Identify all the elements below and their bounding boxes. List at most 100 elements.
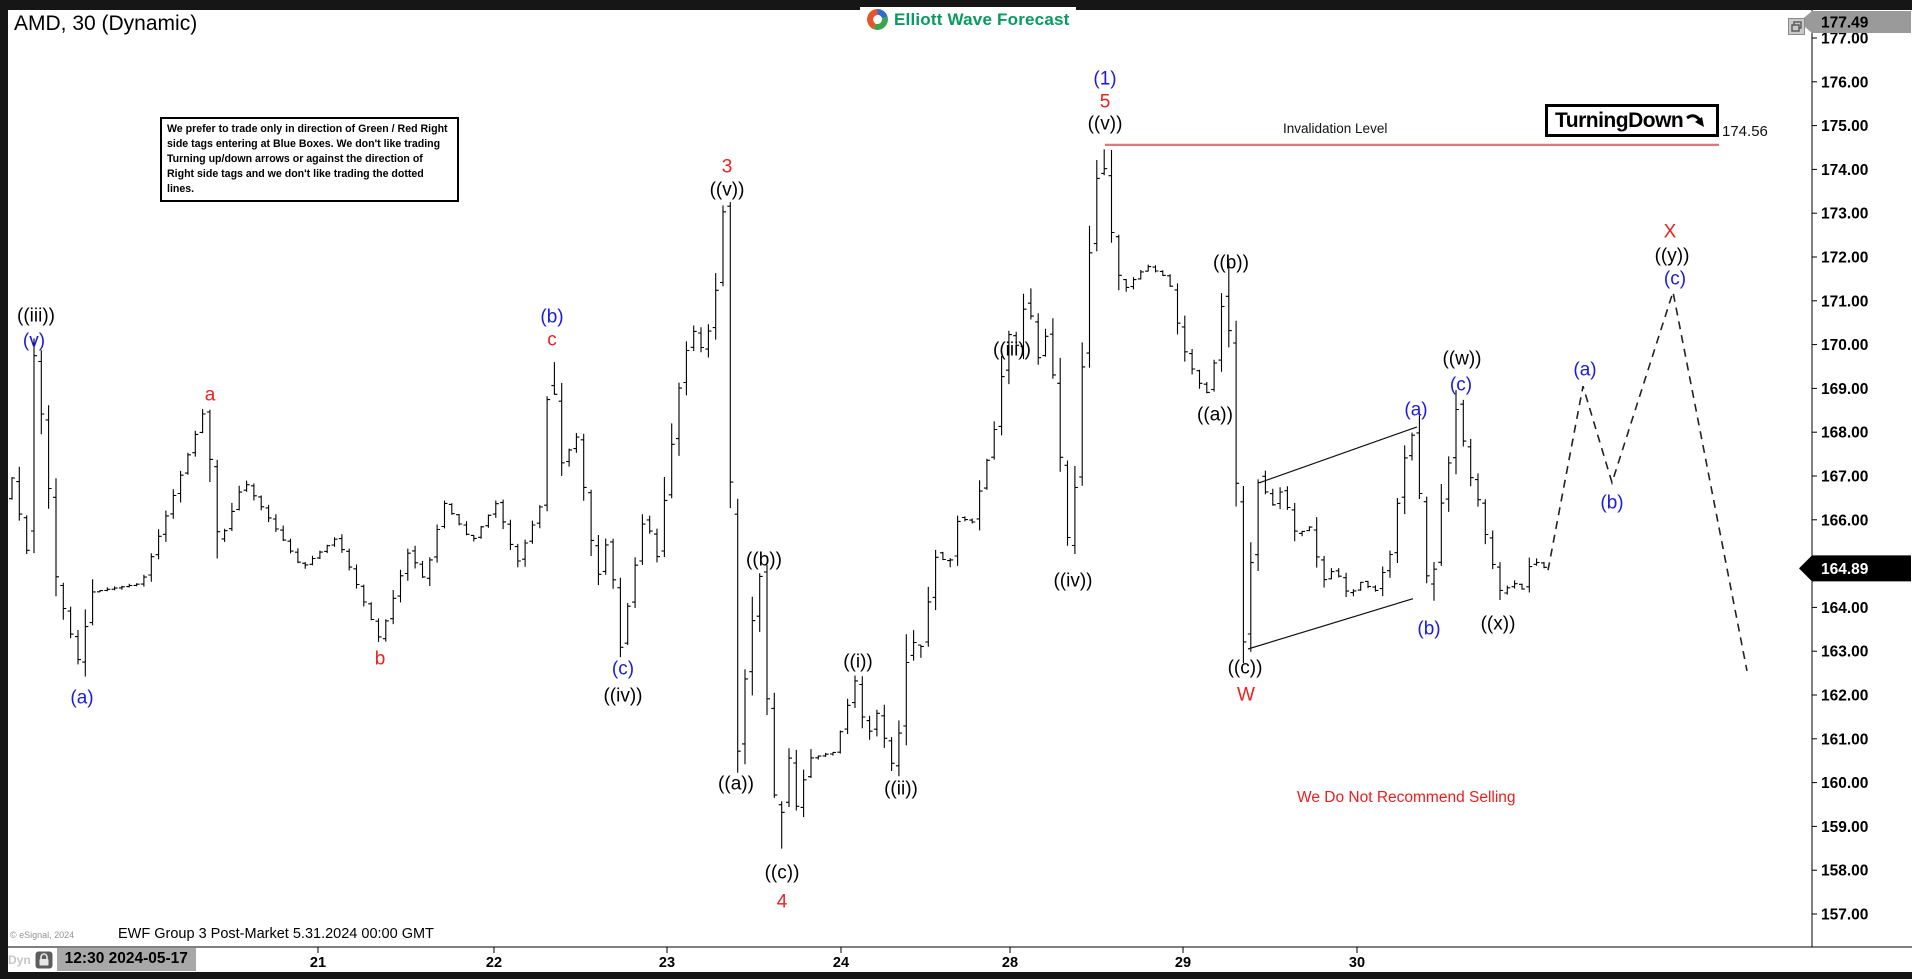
- no-selling-note: We Do Not Recommend Selling: [1297, 789, 1516, 806]
- ohlc-bar: [991, 421, 998, 460]
- last-price-badge-value: 177.49: [1821, 15, 1869, 32]
- ohlc-bar: [324, 544, 331, 554]
- ohlc-bar: [1284, 486, 1291, 510]
- wave-label-a: (a): [70, 688, 93, 709]
- ohlc-bar: [1064, 460, 1071, 546]
- channel-lower-line: [1247, 598, 1414, 650]
- wave-label-c: ((c)): [1228, 658, 1263, 679]
- price-tick-label: 170.00: [1821, 337, 1868, 354]
- ohlc-bar: [1365, 580, 1371, 589]
- ohlc-bar: [184, 452, 191, 475]
- ohlc-bar: [580, 433, 587, 501]
- ohlc-bar: [771, 692, 778, 798]
- lock-icon[interactable]: [35, 951, 53, 969]
- turning-down-label: TurningDown: [1555, 108, 1684, 132]
- ohlc-bar: [485, 514, 492, 528]
- timeline-left-cluster: Dyn 12:30 2024-05-17: [8, 948, 196, 971]
- price-tick-label: 177.00: [1821, 31, 1868, 48]
- ohlc-bar: [118, 585, 125, 590]
- session-info: EWF Group 3 Post-Market 5.31.2024 00:00 …: [118, 926, 434, 942]
- ohlc-bar: [895, 720, 902, 777]
- ohlc-bar: [1401, 445, 1408, 515]
- time-tick-label: 30: [1349, 955, 1365, 971]
- ohlc-bar: [419, 561, 426, 578]
- ohlc-bar: [390, 590, 397, 625]
- ohlc-bar: [1035, 313, 1042, 365]
- ohlc-bar: [31, 338, 37, 554]
- ohlc-bar: [617, 577, 624, 658]
- ohlc-bar: [1005, 330, 1012, 385]
- price-tick-label: 172.00: [1821, 250, 1868, 267]
- ohlc-bar: [595, 535, 602, 586]
- ohlc-bar: [1460, 399, 1467, 447]
- ohlc-bar: [756, 573, 763, 632]
- invalidation-level-label: Invalidation Level: [1283, 121, 1388, 136]
- ohlc-bar: [1057, 357, 1064, 472]
- wave-label-a: ((a)): [1197, 405, 1233, 426]
- ohlc-bar: [1438, 484, 1445, 566]
- ohlc-bar: [470, 534, 477, 542]
- ohlc-bar: [1159, 270, 1166, 276]
- ohlc-bar: [53, 478, 59, 597]
- ohlc-bar: [280, 525, 287, 541]
- ohlc-bar: [969, 518, 976, 524]
- ohlc-bar: [1306, 526, 1313, 532]
- ohlc-bar: [1511, 580, 1518, 589]
- time-tick-label: 28: [1002, 955, 1018, 971]
- ohlc-bar: [500, 499, 507, 530]
- time-tick-label: 29: [1175, 955, 1191, 971]
- wave-label-a: (a): [1573, 360, 1596, 381]
- restore-window-icon[interactable]: [1788, 18, 1805, 35]
- ohlc-bar: [544, 396, 551, 512]
- invalidation-price-label: 174.56: [1722, 123, 1768, 140]
- ohlc-bar: [610, 538, 617, 589]
- ohlc-bar: [228, 502, 235, 531]
- ohlc-bar: [1233, 320, 1240, 507]
- ohlc-bar: [786, 748, 792, 807]
- ohlc-bar: [939, 551, 946, 561]
- price-tick-label: 166.00: [1821, 512, 1868, 529]
- ohlc-bar: [1269, 488, 1276, 506]
- ohlc-bar: [1357, 581, 1364, 591]
- ohlc-bar: [448, 503, 455, 515]
- ohlc-bar: [302, 562, 309, 569]
- ohlc-bar: [749, 596, 756, 696]
- ohlc-bar: [1020, 293, 1027, 360]
- time-tick-label: 24: [833, 955, 849, 971]
- ohlc-bar: [1291, 502, 1298, 542]
- price-tick-label: 167.00: [1821, 469, 1868, 486]
- ohlc-bar: [1519, 583, 1525, 590]
- ohlc-bar: [1218, 293, 1225, 372]
- wave-label-b: (b): [540, 307, 563, 328]
- wave-label-5: 5: [1100, 92, 1111, 113]
- ohlc-bar: [1071, 466, 1078, 554]
- ohlc-bar: [903, 634, 910, 746]
- esignal-copyright: © eSignal, 2024: [10, 930, 75, 940]
- ohlc-bar: [1189, 349, 1196, 375]
- wave-label-a: a: [205, 385, 216, 406]
- price-tick-label: 173.00: [1821, 206, 1868, 223]
- wave-label-w: ((w)): [1442, 349, 1481, 370]
- ohlc-bar: [529, 520, 536, 544]
- ohlc-bar: [712, 273, 719, 340]
- ohlc-bar: [800, 769, 807, 818]
- ohlc-bar: [859, 676, 866, 729]
- ohlc-bar: [1475, 473, 1481, 507]
- price-tick-label: 162.00: [1821, 688, 1868, 705]
- ohlc-bar: [1042, 328, 1049, 357]
- wave-label-c: ((c)): [765, 863, 800, 884]
- ohlc-bar: [1453, 390, 1459, 475]
- ohlc-bar: [170, 489, 177, 519]
- ohlc-bar: [23, 515, 30, 554]
- ohlc-bar: [632, 557, 639, 608]
- ohlc-bar: [60, 582, 67, 620]
- ohlc-bar: [1372, 585, 1379, 592]
- price-tick-label: 164.00: [1821, 600, 1868, 617]
- ohlc-bar: [1152, 265, 1159, 273]
- ohlc-bar: [888, 737, 895, 771]
- current-price-badge-value: 164.89: [1821, 561, 1869, 578]
- window-bottom-border: [0, 972, 1912, 979]
- wave-label-iv: ((iv)): [1053, 571, 1092, 592]
- wave-label-4: 4: [777, 892, 788, 913]
